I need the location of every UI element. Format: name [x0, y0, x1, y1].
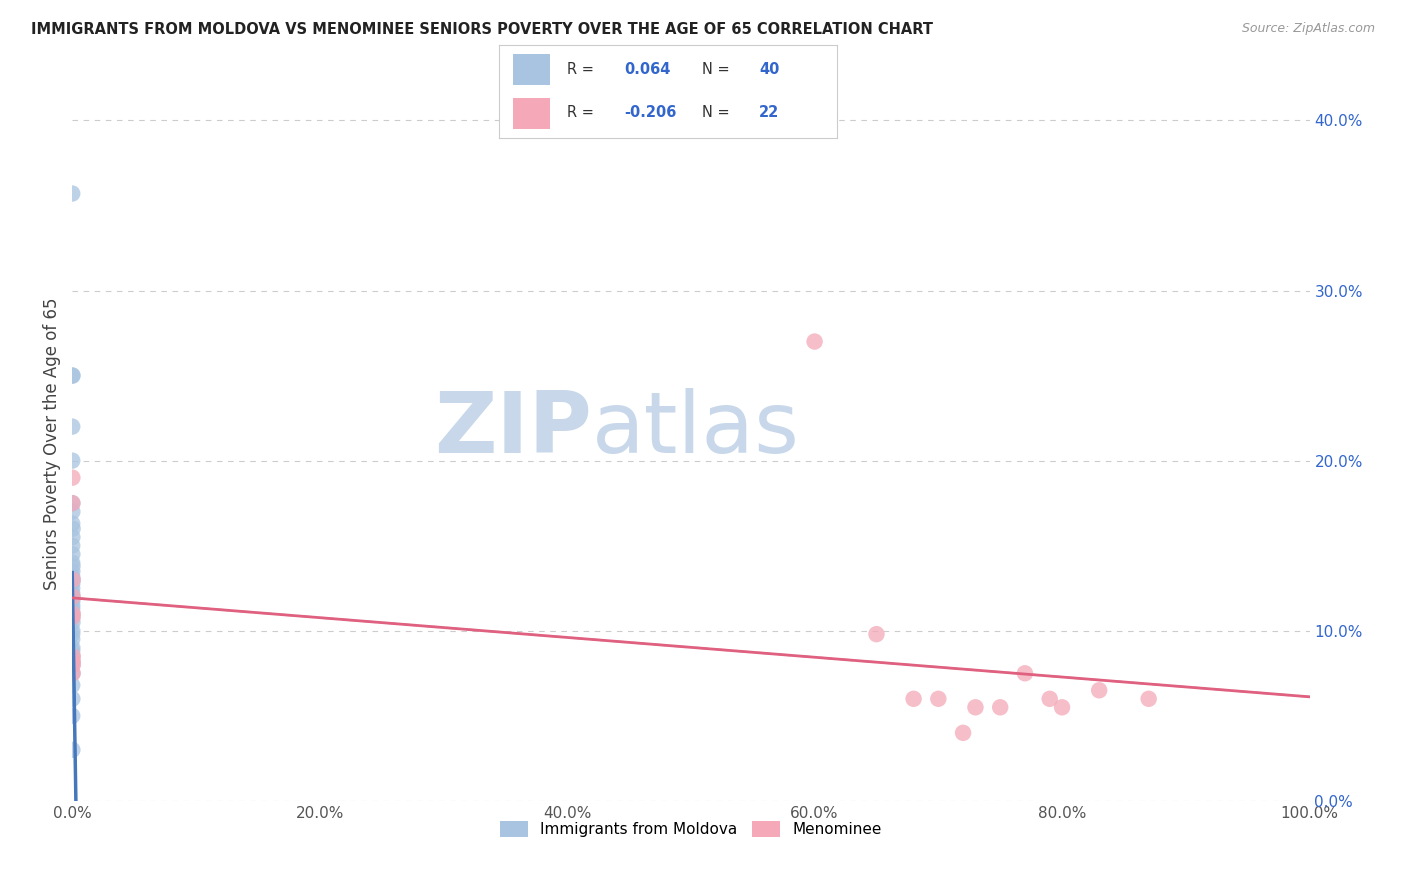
- Point: [62, 573, 84, 587]
- Point: [60, 419, 83, 434]
- Point: [1050, 700, 1073, 714]
- Point: [60, 632, 83, 647]
- Point: [60, 678, 83, 692]
- Point: [60, 556, 83, 570]
- Point: [903, 691, 925, 706]
- Point: [60, 666, 83, 681]
- Point: [60, 547, 83, 561]
- Point: [60, 708, 83, 723]
- Point: [60, 453, 83, 467]
- Point: [60, 470, 83, 484]
- Point: [60, 516, 83, 531]
- Point: [60, 691, 83, 706]
- Point: [62, 615, 84, 630]
- Point: [865, 627, 887, 641]
- Point: [62, 522, 84, 536]
- Point: [60, 539, 83, 553]
- Point: [60, 576, 83, 591]
- Text: Source: ZipAtlas.com: Source: ZipAtlas.com: [1241, 22, 1375, 36]
- Point: [60, 599, 83, 613]
- Text: atlas: atlas: [592, 388, 800, 471]
- Text: N =: N =: [702, 105, 730, 120]
- Point: [62, 368, 84, 383]
- Point: [62, 657, 84, 672]
- Point: [60, 564, 83, 578]
- Point: [62, 559, 84, 574]
- Point: [927, 691, 949, 706]
- FancyBboxPatch shape: [513, 54, 550, 85]
- Text: N =: N =: [702, 62, 730, 78]
- Legend: Immigrants from Moldova, Menominee: Immigrants from Moldova, Menominee: [494, 815, 887, 843]
- Point: [62, 607, 84, 621]
- Point: [60, 186, 83, 201]
- Point: [62, 496, 84, 510]
- Point: [60, 743, 83, 757]
- Point: [60, 569, 83, 583]
- Text: R =: R =: [567, 105, 593, 120]
- Point: [60, 530, 83, 544]
- Text: 0.064: 0.064: [624, 62, 671, 78]
- Text: ZIP: ZIP: [434, 388, 592, 471]
- FancyBboxPatch shape: [513, 98, 550, 129]
- Point: [60, 601, 83, 615]
- Text: R =: R =: [567, 62, 593, 78]
- Text: IMMIGRANTS FROM MOLDOVA VS MENOMINEE SENIORS POVERTY OVER THE AGE OF 65 CORRELAT: IMMIGRANTS FROM MOLDOVA VS MENOMINEE SEN…: [31, 22, 934, 37]
- Point: [62, 610, 84, 624]
- Point: [60, 627, 83, 641]
- Point: [1039, 691, 1062, 706]
- Point: [1137, 691, 1160, 706]
- Point: [60, 607, 83, 621]
- Point: [62, 573, 84, 587]
- Point: [62, 649, 84, 664]
- Text: 40: 40: [759, 62, 779, 78]
- Point: [60, 644, 83, 658]
- Point: [60, 657, 83, 672]
- Point: [60, 505, 83, 519]
- Point: [60, 624, 83, 638]
- Y-axis label: Seniors Poverty Over the Age of 65: Seniors Poverty Over the Age of 65: [44, 297, 60, 590]
- Point: [62, 593, 84, 607]
- Point: [60, 610, 83, 624]
- Point: [803, 334, 825, 349]
- Point: [62, 666, 84, 681]
- Point: [965, 700, 987, 714]
- Point: [62, 590, 84, 604]
- Point: [60, 581, 83, 595]
- Text: 22: 22: [759, 105, 779, 120]
- Point: [1014, 666, 1036, 681]
- Point: [60, 496, 83, 510]
- Point: [1088, 683, 1111, 698]
- Point: [60, 586, 83, 600]
- Point: [60, 590, 83, 604]
- Point: [988, 700, 1011, 714]
- Text: -0.206: -0.206: [624, 105, 676, 120]
- Point: [62, 654, 84, 668]
- Point: [60, 368, 83, 383]
- Point: [952, 726, 974, 740]
- Point: [62, 654, 84, 668]
- Point: [60, 640, 83, 655]
- Point: [60, 649, 83, 664]
